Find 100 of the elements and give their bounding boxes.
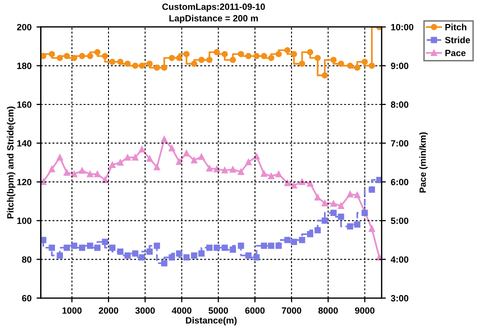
point bbox=[138, 254, 146, 261]
point bbox=[198, 250, 205, 257]
point bbox=[276, 50, 282, 58]
point bbox=[138, 62, 146, 69]
point bbox=[368, 186, 375, 193]
point bbox=[183, 254, 190, 261]
chart-subtitle: LapDistance = 200 m bbox=[169, 14, 258, 24]
point bbox=[330, 210, 337, 216]
point bbox=[307, 49, 314, 56]
y2-tick-label: 6:00 bbox=[390, 178, 408, 186]
point bbox=[124, 154, 131, 161]
point bbox=[362, 58, 368, 65]
point bbox=[176, 54, 182, 62]
point bbox=[86, 242, 94, 249]
point bbox=[124, 60, 131, 67]
legend-label: Stride bbox=[445, 36, 470, 44]
point bbox=[56, 154, 63, 161]
point bbox=[330, 56, 337, 64]
point bbox=[168, 54, 175, 62]
legend-label: Pitch bbox=[445, 24, 466, 30]
point bbox=[161, 260, 168, 266]
point bbox=[322, 217, 328, 224]
point bbox=[298, 178, 306, 186]
point bbox=[230, 56, 236, 64]
point bbox=[161, 64, 168, 71]
point bbox=[132, 250, 138, 257]
point bbox=[64, 169, 70, 176]
point bbox=[298, 236, 306, 244]
legend-label: Pace bbox=[445, 50, 466, 56]
y2-tick-label: 7:00 bbox=[391, 140, 408, 147]
x-tick-label: 8000 bbox=[318, 307, 338, 314]
x-tick-label: 3000 bbox=[135, 307, 155, 314]
point bbox=[138, 146, 146, 152]
point bbox=[276, 242, 282, 249]
point bbox=[176, 250, 182, 257]
point bbox=[268, 242, 274, 249]
point bbox=[260, 52, 268, 60]
point bbox=[284, 47, 291, 54]
point bbox=[191, 252, 198, 259]
point bbox=[146, 248, 153, 255]
point bbox=[214, 49, 220, 56]
point bbox=[168, 254, 175, 261]
point bbox=[71, 54, 78, 62]
point bbox=[260, 170, 268, 177]
point bbox=[376, 176, 382, 184]
point bbox=[117, 159, 124, 166]
y-tick-label: 160 bbox=[17, 101, 32, 108]
point bbox=[322, 72, 328, 79]
y2-tick-label: 3:00 bbox=[390, 295, 408, 302]
point bbox=[64, 244, 70, 251]
y2-tick-label: 4:00 bbox=[390, 256, 408, 263]
point bbox=[314, 54, 321, 62]
point bbox=[290, 238, 298, 246]
point bbox=[56, 252, 63, 259]
point bbox=[268, 54, 274, 62]
point bbox=[214, 166, 220, 172]
y2-tick-label: 5:00 bbox=[390, 218, 408, 224]
point bbox=[245, 52, 252, 60]
point bbox=[245, 159, 252, 166]
point bbox=[307, 180, 314, 187]
point bbox=[354, 64, 360, 71]
point bbox=[78, 244, 86, 251]
point bbox=[298, 60, 306, 67]
point bbox=[253, 254, 260, 261]
y-tick-label: 100 bbox=[17, 218, 32, 224]
point bbox=[222, 50, 228, 58]
y-tick-label: 60 bbox=[22, 295, 32, 302]
point bbox=[48, 50, 55, 58]
x-tick-label: 7000 bbox=[282, 307, 302, 314]
point bbox=[284, 236, 291, 244]
point bbox=[183, 150, 190, 156]
x-tick-label: 9000 bbox=[355, 307, 374, 314]
point bbox=[230, 166, 236, 173]
point bbox=[48, 244, 55, 251]
point bbox=[376, 254, 382, 261]
x-tick-label: 1000 bbox=[62, 307, 82, 314]
point bbox=[206, 165, 213, 172]
point bbox=[86, 171, 94, 178]
point bbox=[238, 168, 244, 175]
x-axis-title: Distance(m) bbox=[186, 316, 237, 326]
point bbox=[245, 252, 252, 259]
point bbox=[102, 52, 108, 60]
point bbox=[94, 49, 101, 56]
point bbox=[154, 242, 160, 249]
y-tick-label: 80 bbox=[22, 256, 32, 263]
point bbox=[290, 50, 298, 58]
point bbox=[78, 168, 86, 174]
point bbox=[346, 223, 354, 230]
point bbox=[268, 172, 274, 180]
point bbox=[78, 52, 86, 60]
point bbox=[191, 60, 198, 67]
point bbox=[124, 252, 131, 259]
y-axis-title: Pitch(bpm) and Stride(cm) bbox=[6, 106, 16, 218]
y2-tick-label: 8:00 bbox=[390, 101, 408, 108]
point bbox=[330, 200, 337, 207]
point bbox=[154, 64, 160, 71]
point bbox=[198, 56, 205, 64]
point bbox=[86, 52, 94, 60]
point bbox=[346, 191, 354, 198]
chart-title: CustomLaps:2011-09-10 bbox=[162, 4, 265, 12]
